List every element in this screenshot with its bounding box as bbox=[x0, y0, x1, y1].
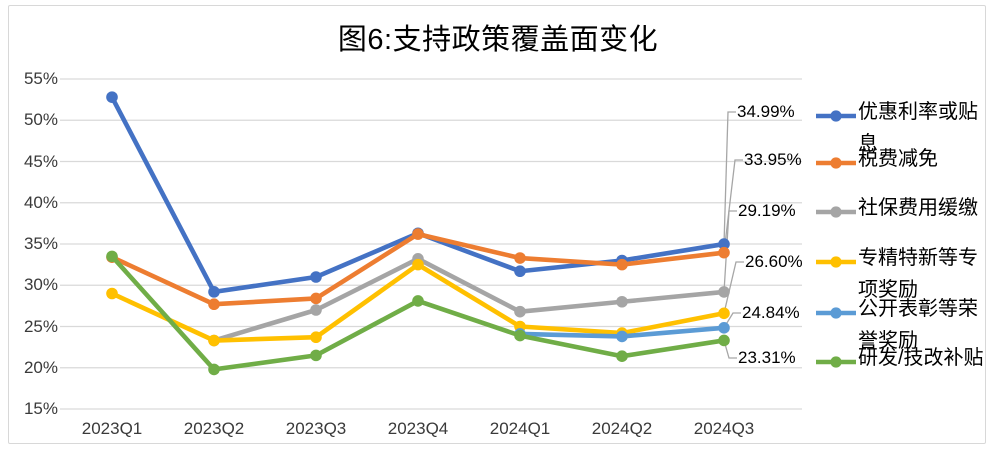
data-point-优惠利率或贴息 bbox=[208, 286, 220, 298]
data-point-优惠利率或贴息 bbox=[106, 91, 118, 103]
data-point-callout-label: 29.19% bbox=[738, 201, 796, 220]
data-point-税费减免 bbox=[412, 228, 424, 240]
data-point-税费减免 bbox=[514, 252, 526, 264]
data-point-callout-label: 26.60% bbox=[745, 252, 803, 271]
y-axis-tick-label: 50% bbox=[23, 110, 58, 130]
callout-leader-line bbox=[723, 159, 743, 253]
x-axis-category-label: 2023Q2 bbox=[183, 419, 245, 438]
data-point-公开表彰等荣誉奖励 bbox=[718, 322, 730, 334]
x-axis-category-label: 2023Q3 bbox=[285, 419, 347, 438]
data-point-研发/技改补贴 bbox=[106, 250, 118, 263]
data-point-税费减免 bbox=[310, 292, 322, 305]
data-point-税费减免 bbox=[616, 258, 628, 271]
data-point-社保费用缓缴 bbox=[718, 286, 730, 298]
data-point-研发/技改补贴 bbox=[208, 363, 220, 376]
data-point-callout-label: 23.31% bbox=[738, 348, 796, 367]
x-axis-category-label: 2024Q1 bbox=[489, 419, 551, 438]
x-axis-category-label: 2023Q4 bbox=[387, 419, 449, 438]
data-point-专精特新等专项奖励 bbox=[208, 334, 220, 347]
y-axis-tick-label: 25% bbox=[23, 316, 58, 336]
y-axis-tick-label: 35% bbox=[23, 234, 58, 253]
legend-line-marker-icon bbox=[816, 206, 856, 218]
data-point-研发/技改补贴 bbox=[310, 349, 322, 362]
legend-line-marker-icon bbox=[816, 256, 856, 268]
data-point-社保费用缓缴 bbox=[514, 305, 526, 318]
legend-label: 税费减免 bbox=[858, 148, 938, 170]
legend-label: 优惠利率或贴息 bbox=[858, 101, 978, 155]
data-point-研发/技改补贴 bbox=[616, 350, 628, 363]
legend-line-marker-icon bbox=[816, 356, 856, 368]
legend-label: 社保费用缓缴 bbox=[858, 197, 978, 219]
data-point-社保费用缓缴 bbox=[310, 304, 322, 316]
series-line-社保费用缓缴 bbox=[213, 256, 725, 343]
y-axis-tick-label: 30% bbox=[23, 275, 58, 295]
data-point-税费减免 bbox=[208, 298, 220, 311]
legend-label: 专精特新等专项奖励 bbox=[858, 247, 978, 301]
data-point-社保费用缓缴 bbox=[616, 295, 628, 308]
y-axis-tick-label: 15% bbox=[23, 399, 58, 418]
data-point-税费减免 bbox=[718, 246, 730, 259]
data-point-callout-label: 34.99% bbox=[737, 102, 795, 121]
y-axis-tick-label: 55% bbox=[23, 69, 58, 88]
data-point-公开表彰等荣誉奖励 bbox=[616, 330, 628, 343]
legend-label: 公开表彰等荣誉奖励 bbox=[858, 298, 978, 352]
callout-leader-line bbox=[723, 111, 736, 245]
legend-line-marker-icon bbox=[816, 110, 856, 122]
data-point-优惠利率或贴息 bbox=[514, 265, 526, 278]
data-point-专精特新等专项奖励 bbox=[106, 287, 118, 300]
x-axis-category-label: 2024Q3 bbox=[693, 419, 755, 438]
legend-line-marker-icon bbox=[816, 307, 856, 319]
x-axis-category-label: 2023Q1 bbox=[81, 419, 143, 438]
y-axis-tick-label: 40% bbox=[23, 192, 58, 212]
data-point-研发/技改补贴 bbox=[412, 295, 424, 307]
chart-frame-border bbox=[8, 5, 986, 444]
data-point-研发/技改补贴 bbox=[514, 329, 526, 342]
data-point-优惠利率或贴息 bbox=[718, 238, 730, 250]
x-axis-category-label: 2024Q2 bbox=[591, 419, 653, 438]
data-point-callout-label: 24.84% bbox=[742, 303, 800, 322]
callout-leader-line bbox=[723, 210, 737, 292]
data-point-优惠利率或贴息 bbox=[310, 271, 322, 283]
y-axis-tick-label: 45% bbox=[23, 151, 58, 171]
chart-title: 图6:支持政策覆盖面变化 bbox=[337, 24, 659, 56]
legend-line-marker-icon bbox=[816, 157, 856, 169]
data-point-专精特新等专项奖励 bbox=[412, 258, 424, 271]
data-point-研发/技改补贴 bbox=[718, 334, 730, 347]
y-axis-tick-label: 20% bbox=[23, 357, 58, 377]
data-point-callout-label: 33.95% bbox=[744, 150, 802, 169]
legend-label: 研发/技改补贴 bbox=[858, 347, 984, 369]
data-point-专精特新等专项奖励 bbox=[718, 307, 730, 320]
callout-leader-line bbox=[723, 261, 744, 314]
callout-leader-line bbox=[723, 340, 737, 359]
data-point-专精特新等专项奖励 bbox=[310, 331, 322, 344]
